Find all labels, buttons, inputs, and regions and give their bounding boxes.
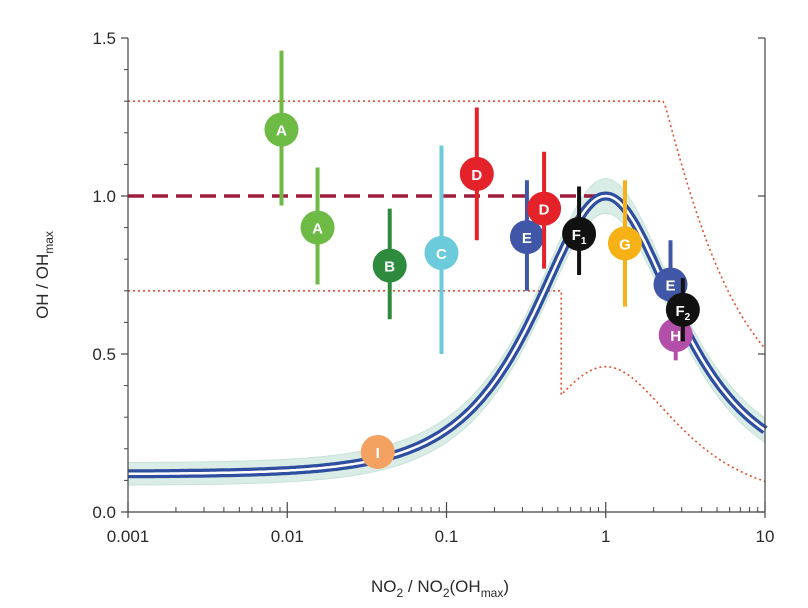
data-point-i: I — [360, 434, 395, 469]
point-marker — [607, 226, 642, 261]
point-marker — [562, 216, 597, 251]
y-tick-label: 1.5 — [92, 29, 116, 48]
dotted-upper-bound — [128, 100, 766, 349]
point-label: B — [384, 259, 395, 276]
point-label: G — [619, 236, 631, 253]
axis-titles: NO2 / NO2(OHmax) OH / OHmax — [33, 231, 509, 600]
data-point-g: G — [607, 180, 642, 307]
y-tick-label: 1.0 — [92, 187, 116, 206]
point-label: F2 — [676, 303, 691, 323]
y-tick-label: 0.0 — [92, 503, 116, 522]
x-tick-label: 10 — [756, 527, 775, 546]
data-point-d: D — [459, 107, 494, 241]
x-axis-title: NO2 / NO2(OHmax) — [371, 577, 509, 600]
point-label: C — [436, 246, 447, 263]
point-marker — [264, 112, 299, 147]
data-point-b: B — [372, 208, 407, 320]
point-label: A — [276, 123, 287, 140]
point-label: E — [665, 277, 675, 294]
point-marker — [372, 248, 407, 283]
point-marker — [300, 210, 335, 245]
x-tick-label: 0.001 — [107, 527, 150, 546]
point-marker — [527, 191, 562, 226]
data-point-c: C — [424, 145, 459, 354]
data-point-e: E — [509, 180, 544, 291]
point-label: H — [670, 328, 681, 345]
y-tick-label: 0.5 — [92, 345, 116, 364]
point-marker — [509, 220, 544, 255]
data-point-a: A — [300, 167, 335, 285]
x-tick-label: 0.01 — [271, 527, 304, 546]
point-label: F1 — [572, 227, 587, 247]
y-axis-title: OH / OHmax — [33, 231, 56, 319]
point-label: A — [312, 221, 323, 238]
point-label: E — [522, 230, 532, 247]
point-marker — [424, 235, 459, 270]
data-point-f1: F1 — [562, 186, 597, 275]
data-point-a: A — [264, 50, 299, 206]
point-label: D — [539, 202, 550, 219]
point-label: D — [471, 167, 482, 184]
point-marker — [653, 267, 688, 302]
point-marker — [459, 156, 494, 191]
data-point-d: D — [527, 151, 562, 269]
point-marker — [665, 292, 700, 327]
x-tick-label: 1 — [601, 527, 610, 546]
point-label: I — [376, 445, 380, 462]
data-point-f2: F2 — [665, 278, 700, 342]
point-marker — [360, 434, 395, 469]
x-tick-label: 0.1 — [435, 527, 459, 546]
axes: 0.0 0.5 1.0 1.5 0.001 0.01 0.1 1 10 — [92, 29, 774, 546]
